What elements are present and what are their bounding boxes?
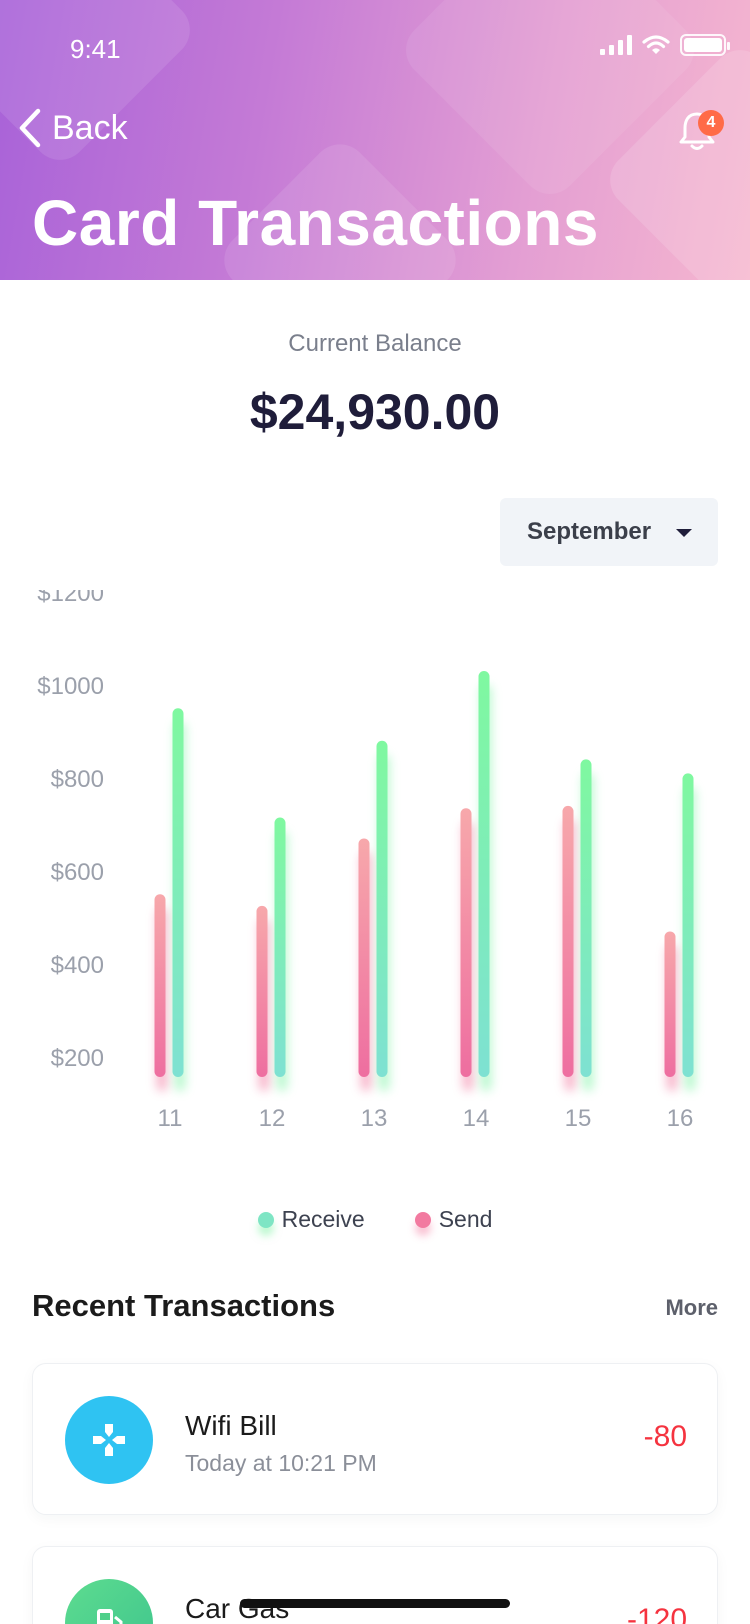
caret-down-icon bbox=[676, 529, 692, 537]
header: 9:41 Back 4 Card Transactions bbox=[0, 0, 750, 280]
transaction-time: Today at 10:21 PM bbox=[185, 1450, 377, 1476]
transaction-amount: -80 bbox=[643, 1420, 687, 1453]
x-tick-label: 15 bbox=[565, 1105, 592, 1132]
x-tick-label: 13 bbox=[361, 1105, 388, 1132]
send-bar bbox=[664, 931, 676, 1077]
chart-legend: Receive Send bbox=[0, 1206, 750, 1233]
receive-bar bbox=[682, 773, 694, 1077]
back-label: Back bbox=[52, 108, 128, 147]
transactions-chart: $1200 $1000 $800 $600 $400 $200 11 12 13 14 15 16 bbox=[37, 590, 696, 1132]
chevron-left-icon bbox=[19, 108, 41, 148]
transaction-amount: -120 bbox=[626, 1603, 687, 1624]
fuel-icon bbox=[97, 1609, 123, 1624]
y-tick-label: $1000 bbox=[37, 673, 104, 700]
wifi-bill-icon bbox=[65, 1396, 153, 1484]
month-dropdown[interactable]: September bbox=[500, 498, 718, 566]
legend-send-dot bbox=[414, 1211, 431, 1228]
receive-bar bbox=[478, 671, 490, 1077]
y-tick-label: $600 bbox=[51, 859, 104, 886]
wifi-icon bbox=[642, 35, 670, 54]
y-tick-label: $200 bbox=[51, 1045, 104, 1072]
notification-badge: 4 bbox=[698, 110, 724, 136]
y-tick-label: $800 bbox=[51, 766, 104, 793]
y-tick-label: $1200 bbox=[37, 590, 104, 607]
back-button[interactable]: Back bbox=[18, 108, 128, 148]
transaction-card[interactable]: Car Gas -120 bbox=[32, 1546, 718, 1624]
send-bar bbox=[562, 805, 574, 1077]
legend-receive-dot bbox=[257, 1211, 274, 1228]
transaction-name: Wifi Bill bbox=[185, 1410, 277, 1441]
send-bar bbox=[460, 808, 472, 1077]
balance-label: Current Balance bbox=[288, 330, 462, 357]
recent-transactions-title: Recent Transactions bbox=[32, 1288, 336, 1323]
receive-bar bbox=[274, 817, 286, 1077]
x-tick-label: 16 bbox=[667, 1105, 694, 1132]
gas-pump-icon bbox=[65, 1579, 153, 1624]
balance-amount: $24,930.00 bbox=[249, 384, 501, 440]
more-link[interactable]: More bbox=[665, 1295, 718, 1320]
game-controller-icon bbox=[93, 1424, 125, 1456]
transaction-name: Car Gas bbox=[185, 1593, 290, 1624]
legend-receive-label: Receive bbox=[281, 1206, 365, 1232]
send-bar bbox=[358, 838, 370, 1077]
send-bar bbox=[154, 894, 166, 1077]
x-tick-label: 14 bbox=[463, 1105, 490, 1132]
signal-icon bbox=[600, 35, 632, 55]
send-bar bbox=[256, 905, 268, 1077]
receive-bar bbox=[376, 740, 388, 1077]
status-icons bbox=[600, 34, 730, 56]
transaction-card[interactable]: Wifi Bill Today at 10:21 PM -80 bbox=[32, 1363, 718, 1515]
x-tick-label: 12 bbox=[259, 1105, 286, 1132]
battery-icon bbox=[680, 34, 730, 56]
x-tick-label: 11 bbox=[158, 1105, 183, 1132]
status-time: 9:41 bbox=[70, 34, 121, 64]
legend-send-label: Send bbox=[438, 1206, 493, 1232]
page-title: Card Transactions bbox=[32, 187, 599, 259]
receive-bar bbox=[580, 759, 592, 1077]
y-tick-label: $400 bbox=[51, 952, 104, 979]
home-indicator bbox=[240, 1599, 510, 1608]
legend-receive: Receive bbox=[257, 1206, 365, 1233]
legend-send: Send bbox=[414, 1206, 493, 1233]
receive-bar bbox=[172, 708, 184, 1077]
month-label: September bbox=[527, 518, 652, 545]
